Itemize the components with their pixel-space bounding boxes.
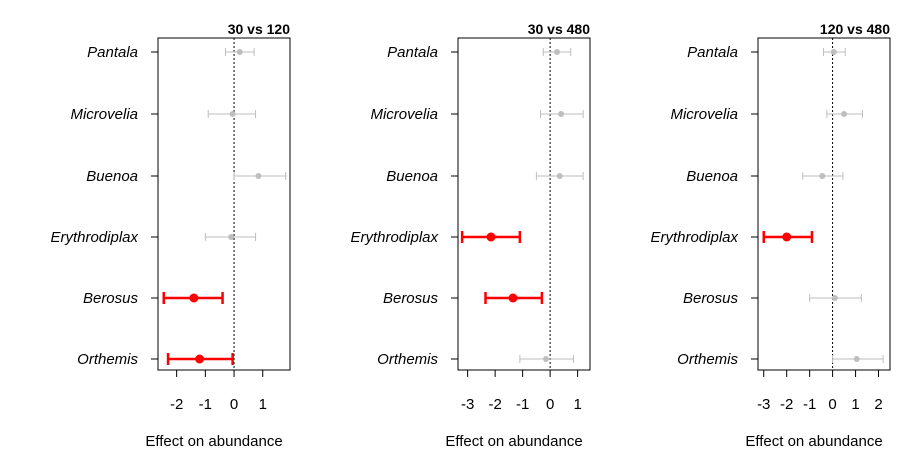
estimate-point bbox=[830, 49, 837, 55]
y-tick-label: Buenoa bbox=[86, 168, 138, 185]
x-tick-label: 1 bbox=[573, 396, 581, 413]
x-tick-label: 2 bbox=[874, 396, 882, 413]
estimate-point bbox=[558, 111, 565, 117]
estimate-point bbox=[853, 356, 860, 362]
x-tick-label: -1 bbox=[516, 396, 529, 413]
x-tick-label: -2 bbox=[780, 396, 793, 413]
x-tick-label: -3 bbox=[757, 396, 770, 413]
x-tick-label: 1 bbox=[851, 396, 859, 413]
y-tick-label: Microvelia bbox=[670, 106, 738, 123]
x-axis-label: Effect on abundance bbox=[145, 433, 282, 450]
y-tick-label: Pantala bbox=[87, 44, 138, 61]
y-tick-label: Berosus bbox=[383, 290, 439, 307]
panel-title: 120 vs 480 bbox=[820, 21, 890, 37]
y-tick-label: Erythrodiplax bbox=[650, 229, 738, 246]
y-tick-label: Berosus bbox=[683, 290, 739, 307]
x-tick-label: 0 bbox=[828, 396, 836, 413]
y-tick-label: Buenoa bbox=[686, 168, 738, 185]
y-tick-label: Erythrodiplax bbox=[350, 229, 438, 246]
y-tick-label: Berosus bbox=[83, 290, 139, 307]
x-tick-label: 0 bbox=[546, 396, 554, 413]
y-tick-label: Pantala bbox=[387, 44, 438, 61]
x-tick-label: -1 bbox=[199, 396, 212, 413]
estimate-point bbox=[556, 173, 563, 179]
estimate-point bbox=[543, 356, 549, 362]
x-tick-label: -2 bbox=[170, 396, 183, 413]
estimate-point bbox=[782, 232, 792, 242]
panel-title: 30 vs 120 bbox=[228, 21, 290, 37]
estimate-point bbox=[831, 295, 838, 301]
x-tick-label: 0 bbox=[230, 396, 238, 413]
estimate-point bbox=[841, 111, 848, 117]
y-tick-label: Orthemis bbox=[77, 351, 138, 368]
estimate-point bbox=[195, 354, 205, 364]
estimate-point bbox=[508, 293, 518, 303]
x-axis-label: Effect on abundance bbox=[445, 433, 582, 450]
x-tick-label: -3 bbox=[461, 396, 474, 413]
x-tick-label: -1 bbox=[803, 396, 816, 413]
y-tick-label: Buenoa bbox=[386, 168, 438, 185]
estimate-point bbox=[236, 49, 243, 55]
estimate-point bbox=[228, 234, 235, 240]
estimate-point bbox=[255, 173, 262, 179]
estimate-point bbox=[486, 232, 496, 242]
y-tick-label: Orthemis bbox=[377, 351, 438, 368]
panel-frame bbox=[457, 37, 591, 371]
x-tick-label: 1 bbox=[259, 396, 267, 413]
y-tick-label: Pantala bbox=[687, 44, 738, 61]
panel-frame bbox=[757, 37, 891, 371]
estimate-point bbox=[189, 293, 199, 303]
panel-frame bbox=[157, 37, 291, 371]
y-tick-label: Orthemis bbox=[677, 351, 738, 368]
y-tick-label: Microvelia bbox=[70, 106, 138, 123]
estimate-point bbox=[554, 49, 560, 55]
x-axis-label: Effect on abundance bbox=[745, 433, 882, 450]
y-tick-label: Erythrodiplax bbox=[50, 229, 138, 246]
y-tick-label: Microvelia bbox=[370, 106, 438, 123]
estimate-point bbox=[819, 173, 826, 179]
estimate-point bbox=[229, 111, 236, 117]
panel-title: 30 vs 480 bbox=[528, 21, 590, 37]
x-tick-label: -2 bbox=[488, 396, 501, 413]
